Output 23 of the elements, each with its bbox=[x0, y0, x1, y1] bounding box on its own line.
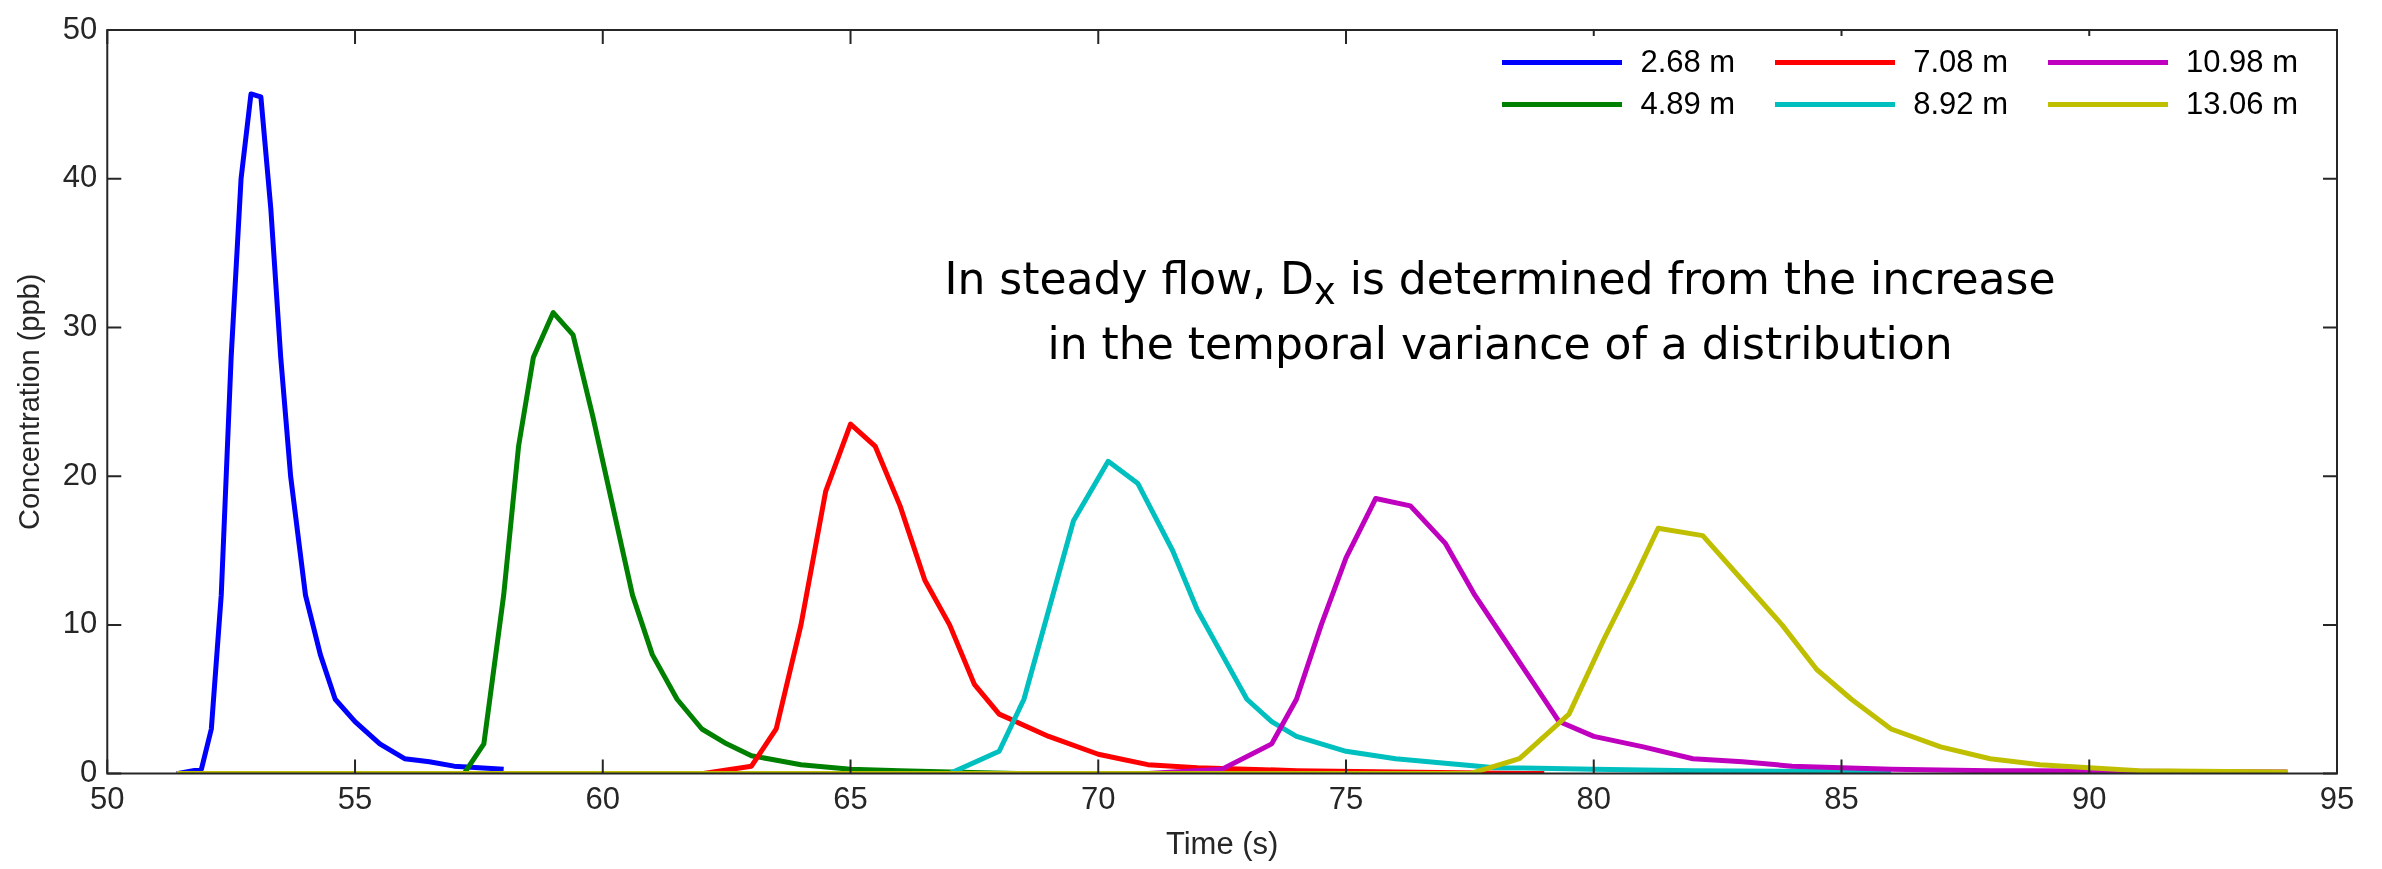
y-tick-label: 20 bbox=[62, 456, 98, 492]
x-tick-label: 90 bbox=[2072, 780, 2107, 816]
legend-label: 7.08 m bbox=[1913, 44, 2008, 80]
legend-label: 10.98 m bbox=[2185, 44, 2298, 80]
x-tick-label: 60 bbox=[585, 780, 621, 816]
annotation: In steady flow, D$_{x}$ is determined from the increase in the temporal variance of a distribution bbox=[943, 252, 2057, 372]
y-tick-label: 50 bbox=[62, 10, 98, 46]
x-axis-title: Time (s) bbox=[1165, 825, 1279, 861]
x-tick-label: 85 bbox=[1824, 780, 1859, 816]
y-tick-label: 40 bbox=[62, 159, 98, 195]
y-tick-label: 30 bbox=[62, 307, 98, 343]
legend-label: 13.06 m bbox=[2185, 86, 2298, 122]
legend-label: 4.89 m bbox=[1640, 86, 1736, 122]
legend-label: 2.68 m bbox=[1640, 44, 1736, 80]
x-tick-label: 65 bbox=[833, 780, 868, 816]
x-tick-label: 80 bbox=[1576, 780, 1611, 816]
legend-label: 8.92 m bbox=[1913, 86, 2008, 122]
x-tick-label: 55 bbox=[337, 780, 373, 816]
x-tick-label: 75 bbox=[1328, 780, 1364, 816]
y-tick-label: 10 bbox=[62, 605, 98, 641]
x-tick-label: 95 bbox=[2319, 780, 2355, 816]
y-axis-title: Concentration (ppb) bbox=[13, 273, 46, 530]
x-tick-label: 70 bbox=[1081, 780, 1116, 816]
